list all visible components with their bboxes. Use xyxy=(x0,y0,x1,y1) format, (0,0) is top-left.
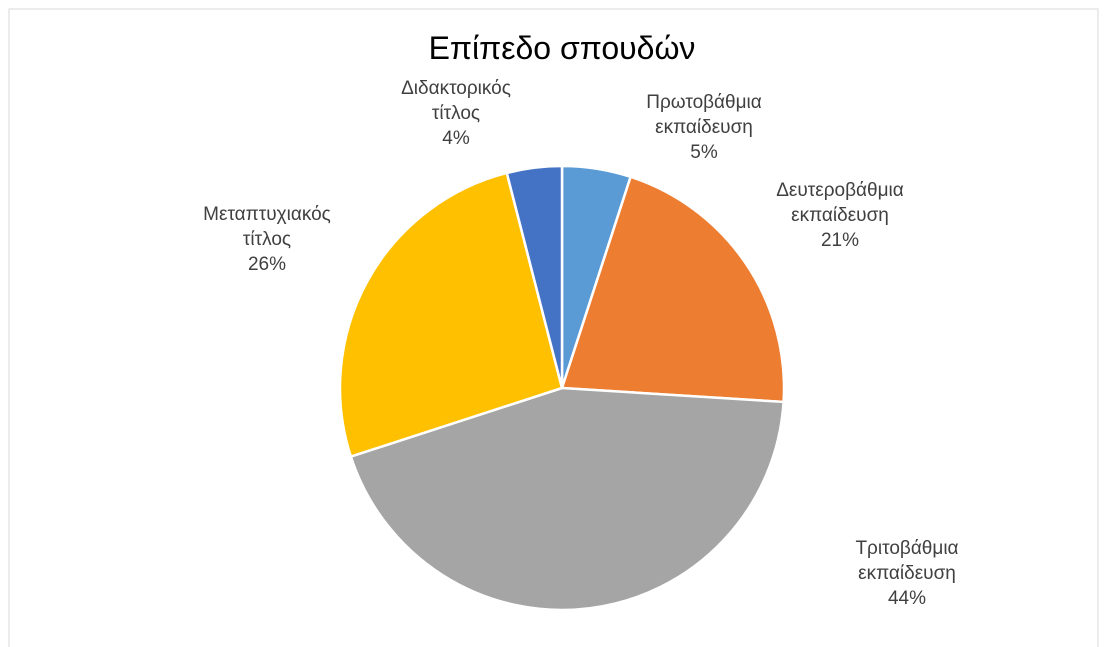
pie-slice xyxy=(560,175,786,404)
chart-border xyxy=(8,8,1099,647)
slice-value-label: 44% xyxy=(887,588,927,609)
pie-slice xyxy=(505,164,564,389)
slice-label: Μεταπτυχιακός τίτλος xyxy=(203,204,331,250)
slice-label: Πρωτοβάθμια εκπαίδευση xyxy=(646,92,762,138)
pie-slice xyxy=(349,386,785,612)
slice-label: Τριτοβάθμια εκπαίδευση xyxy=(855,538,959,584)
slice-label: Διδακτορικός τίτλος xyxy=(401,78,511,124)
slice-label: Δευτεροβάθμια εκπαίδευση xyxy=(776,180,904,226)
chart-title: Επίπεδο σπουδών xyxy=(428,30,696,66)
pie-slice xyxy=(338,171,564,459)
slice-value-label: 5% xyxy=(690,142,718,163)
slice-value-label: 21% xyxy=(820,230,860,251)
slice-value-label: 4% xyxy=(442,128,470,149)
slice-value-label: 26% xyxy=(247,254,287,275)
